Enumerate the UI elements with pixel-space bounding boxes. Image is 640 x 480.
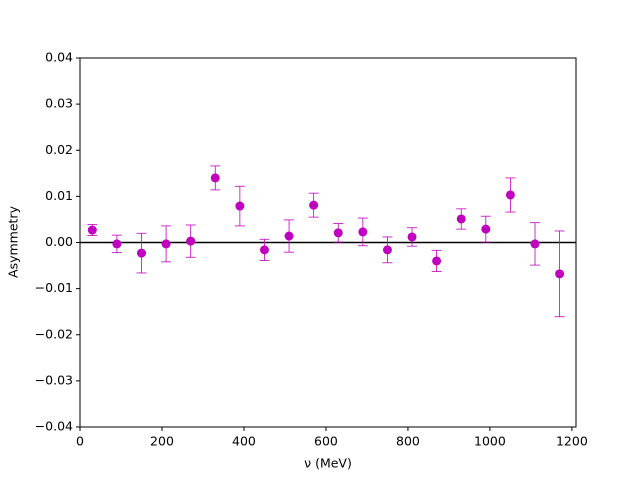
x-tick-label: 600 <box>314 434 338 449</box>
data-point <box>432 256 442 266</box>
y-tick-label: 0.03 <box>45 96 73 111</box>
x-axis-label: ν (MeV) <box>304 456 352 471</box>
y-tick-label: −0.03 <box>35 372 73 387</box>
data-point <box>186 236 196 246</box>
data-point <box>382 245 392 255</box>
x-tick-label: 200 <box>150 434 174 449</box>
y-tick-label: 0.04 <box>45 50 73 65</box>
data-point <box>309 200 319 210</box>
data-point <box>161 239 171 249</box>
data-point <box>456 214 466 224</box>
data-point <box>333 228 343 238</box>
data-point <box>481 224 491 234</box>
x-tick-label: 400 <box>232 434 256 449</box>
data-point <box>259 245 269 255</box>
y-tick-label: −0.01 <box>35 280 73 295</box>
data-point <box>235 201 245 211</box>
y-tick-label: 0.00 <box>45 234 73 249</box>
data-point <box>555 269 565 279</box>
data-point <box>210 173 220 183</box>
data-point <box>112 239 122 249</box>
plot-frame <box>79 57 577 428</box>
y-tick-label: 0.01 <box>45 188 73 203</box>
y-tick-label: −0.04 <box>35 419 73 434</box>
data-point <box>87 225 97 235</box>
data-point <box>136 248 146 258</box>
y-tick-label: −0.02 <box>35 326 73 341</box>
data-point <box>358 227 368 237</box>
x-tick-label: 800 <box>396 434 420 449</box>
x-tick-label: 0 <box>76 434 84 449</box>
y-tick-label: 0.02 <box>45 142 73 157</box>
y-axis-label: Asymmetry <box>6 205 21 278</box>
data-point <box>284 231 294 241</box>
x-tick-label: 1000 <box>474 434 506 449</box>
data-point <box>505 190 515 200</box>
data-point <box>407 232 417 242</box>
x-tick-label: 1200 <box>556 434 588 449</box>
data-point <box>530 239 540 249</box>
